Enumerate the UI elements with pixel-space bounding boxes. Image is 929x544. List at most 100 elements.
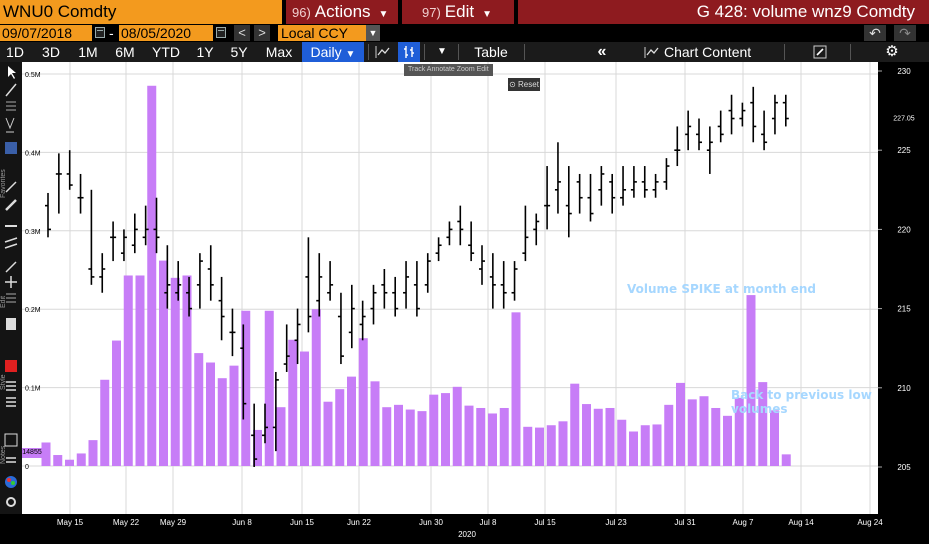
- period-max-button[interactable]: Max: [265, 44, 293, 60]
- gear-icon[interactable]: ⚙: [885, 43, 899, 60]
- price-bar: [771, 94, 778, 135]
- volume-bar: [112, 340, 121, 466]
- period-1m-button[interactable]: 1M: [78, 44, 98, 60]
- next-period-button[interactable]: >: [254, 25, 270, 41]
- volume-bar: [253, 429, 262, 466]
- volume-bar: [535, 427, 544, 466]
- edit-label: Edit: [444, 2, 475, 21]
- left-tick-label: 0.2M: [25, 307, 41, 314]
- volume-bar: [182, 275, 192, 466]
- price-series: [45, 86, 789, 467]
- chart-content-button[interactable]: Chart Content: [644, 42, 774, 62]
- volume-last-value-badge: 14855: [22, 448, 42, 458]
- chart-plot[interactable]: May 15 May 22 May 29 Jun 8 Jun 15 Jun 22 Jun 3…: [22, 62, 929, 544]
- reset-zoom-button[interactable]: ⊙ Reset: [508, 78, 540, 91]
- volume-bar: [147, 85, 157, 466]
- frequency-select[interactable]: Daily ▼: [302, 42, 364, 62]
- period-5y-button[interactable]: 5Y: [230, 44, 248, 60]
- x-tick-label: May 22: [113, 518, 140, 527]
- x-tick-label: Jun 15: [290, 518, 315, 527]
- prev-period-button[interactable]: <: [234, 25, 250, 41]
- price-bar: [761, 110, 768, 151]
- price-bar: [706, 126, 713, 174]
- left-tick-label: 0.3M: [25, 229, 41, 236]
- actions-number: 96): [292, 5, 311, 20]
- price-bar: [565, 166, 572, 238]
- actions-menu-button[interactable]: 96) Actions ▼: [286, 0, 398, 24]
- period-6m-button[interactable]: 6M: [115, 44, 135, 60]
- volume-bar: [676, 382, 685, 466]
- price-bar: [55, 153, 62, 214]
- x-tick-label: Jun 8: [232, 518, 252, 527]
- line-chart-icon[interactable]: [372, 42, 394, 62]
- x-tick-label: Jul 31: [674, 518, 696, 527]
- volume-bar: [347, 376, 356, 466]
- collapse-icon[interactable]: «: [597, 43, 607, 60]
- price-bar: [370, 284, 377, 325]
- volume-bar: [206, 362, 215, 466]
- period-1y-button[interactable]: 1Y: [196, 44, 214, 60]
- right-tick-label: 205: [897, 463, 911, 472]
- chevron-down-icon[interactable]: ▼: [366, 25, 380, 41]
- volume-bar: [370, 381, 380, 466]
- table-button[interactable]: Table: [474, 44, 508, 60]
- volume-bar: [746, 295, 756, 466]
- end-date-field[interactable]: 08/05/2020: [119, 25, 213, 41]
- period-ytd-button[interactable]: YTD: [152, 44, 180, 60]
- volume-bar: [593, 408, 603, 466]
- mini-chart-toolbar[interactable]: Track Annotate Zoom Edit: [404, 64, 493, 76]
- volume-series: [41, 85, 791, 466]
- chart-area[interactable]: May 15 May 22 May 29 Jun 8 Jun 15 Jun 22 Jun 3…: [22, 62, 929, 544]
- currency-select[interactable]: Local CCY: [278, 25, 366, 41]
- price-bar: [153, 197, 160, 254]
- calendar-icon[interactable]: [216, 27, 226, 38]
- period-3d-button[interactable]: 3D: [42, 44, 60, 60]
- edit-menu-button[interactable]: 97) Edit ▼: [402, 0, 514, 24]
- price-bar: [337, 292, 344, 365]
- price-bar: [728, 94, 735, 135]
- volume-bar: [323, 401, 333, 466]
- x-tick-label: Aug 7: [733, 518, 754, 527]
- volume-bar: [123, 275, 133, 466]
- toolbar-divider: [458, 44, 459, 60]
- right-tick-label: 220: [897, 225, 911, 234]
- price-bar: [489, 253, 496, 309]
- volume-bar: [452, 386, 462, 466]
- chevron-down-icon: ▼: [378, 9, 389, 20]
- volume-bar: [276, 407, 286, 466]
- volume-bar: [41, 442, 51, 466]
- bar-chart-icon[interactable]: [398, 42, 420, 62]
- reset-icon: ⊙: [509, 80, 516, 89]
- price-bar: [576, 173, 583, 214]
- price-bar: [554, 142, 561, 214]
- price-bar: [327, 261, 334, 301]
- price-bar: [45, 192, 51, 238]
- start-date-field[interactable]: 09/07/2018: [0, 25, 92, 41]
- volume-bar: [417, 411, 427, 466]
- price-bar: [674, 126, 681, 167]
- volume-bar: [311, 309, 321, 466]
- security-ticker-field[interactable]: WNU0 Comdty: [0, 0, 282, 24]
- x-tick-label: Jul 15: [534, 518, 556, 527]
- volume-bar: [687, 399, 697, 466]
- right-tick-label: 225: [897, 146, 911, 155]
- edit-chart-icon[interactable]: [810, 42, 830, 62]
- right-tick-label: 230: [897, 67, 911, 76]
- volume-bar: [394, 404, 403, 466]
- price-bar: [207, 245, 214, 301]
- reset-label: Reset: [518, 80, 539, 89]
- redo-icon[interactable]: ↷: [894, 25, 916, 41]
- price-bar: [630, 166, 637, 198]
- volume-bar: [100, 379, 110, 466]
- chevron-down-icon[interactable]: ▼: [437, 46, 447, 57]
- left-tick-label: 0: [25, 464, 29, 471]
- price-bar: [131, 213, 138, 254]
- price-bar: [533, 213, 540, 246]
- undo-icon[interactable]: ↶: [864, 25, 886, 41]
- x-tick-label: Jun 22: [347, 518, 372, 527]
- chart-toolbar: 1D 3D 1M 6M YTD 1Y 5Y Max Daily ▼ ▼ Tabl…: [0, 42, 929, 62]
- calendar-icon[interactable]: [95, 27, 105, 38]
- volume-bar: [734, 397, 744, 466]
- volume-bar: [194, 353, 204, 466]
- period-1d-button[interactable]: 1D: [6, 44, 24, 60]
